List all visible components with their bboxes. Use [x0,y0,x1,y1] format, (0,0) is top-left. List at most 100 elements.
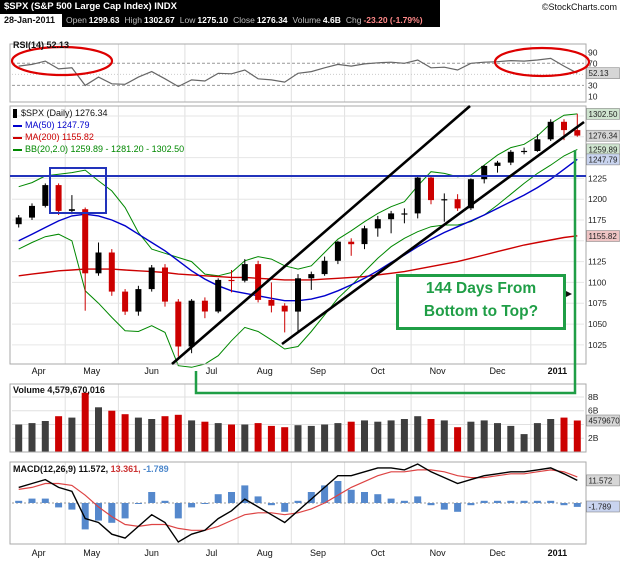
volume-bar [241,424,249,452]
volume-bar [188,420,196,452]
candle-body [162,267,168,302]
macd-histogram-bar [321,485,329,503]
volume-axis-label: 8B [588,392,599,402]
candle-body [201,300,208,312]
macd-histogram-bar [174,503,182,519]
candle-body [574,130,581,136]
x-axis-label: Dec [490,366,507,376]
x-axis-label: Nov [430,366,447,376]
open-label: Open [66,15,87,25]
macd-histogram-bar [573,503,581,507]
candle-body [534,139,541,151]
macd-histogram-bar [400,500,408,503]
macd-histogram-bar [108,503,116,523]
volume-bar [560,417,568,452]
price-axis-label: 1125 [588,257,607,267]
macd-histogram-bar [414,496,422,503]
x-axis-label: Jul [206,366,218,376]
candle-body [228,279,235,282]
candle-body [122,291,129,312]
macd-histogram-bar [520,500,528,503]
ohlc-bar: Open 1299.63 High 1302.67 Low 1275.10 Close 127… [62,14,440,27]
volume-bar [254,423,262,452]
volume-bar [374,421,382,452]
volume-bar [387,420,395,452]
macd-histogram-bar [15,500,23,503]
macd-histogram-bar [560,503,568,506]
volume-axis-label: 2B [588,433,599,443]
candle-body [42,185,49,206]
volume-bar [361,420,368,452]
volume-bar [121,414,129,452]
low-label: Low [179,15,196,25]
volume-bar [228,424,235,452]
macd-histogram-bar [334,481,342,503]
candle-body [281,305,288,312]
macd-signal-value: 13.361, [110,464,141,474]
price-axis-label: 1225 [588,173,607,183]
volume-bar [281,427,289,452]
macd-histogram-bar [507,500,515,503]
macd-histogram-bar [68,503,76,510]
macd-signal-line [18,469,578,531]
price-value-tag: 1155.82 [589,232,618,241]
macd-histogram-bar [547,500,555,503]
volume-bar [321,424,329,452]
volume-bar [307,425,315,452]
x-axis-label: Nov [430,548,447,558]
volume-bar [95,407,102,452]
copyright-link[interactable]: ©StockCharts.com [541,2,617,12]
candle-body [414,177,421,214]
macd-histogram-bar [148,492,156,503]
macd-histogram-bar [387,498,395,503]
panel-border [9,105,587,365]
annotation-line2: Bottom to Top? [423,303,539,320]
volume-label: Volume [292,15,321,25]
macd-histogram-bar [427,503,435,506]
candle-body [348,241,355,245]
volume-bar [134,417,142,452]
price-legend: $SPX (Daily) 1276.34 MA(50) 1247.79 MA(2… [13,107,184,155]
x-axis-label: Sep [310,548,326,558]
volume-bar [148,419,156,452]
candle-body [148,267,155,290]
panel-border [9,383,587,453]
macd-histogram-bar [214,494,222,503]
candle-body [467,179,474,209]
candle-body [507,151,514,163]
volume-bar [201,421,209,452]
volume-bar [547,419,555,452]
chg-value: -23.20 (-1.79%) [363,15,423,25]
macd-histogram-bar [161,500,169,503]
macd-histogram-bar [533,500,541,503]
macd-histogram-bar [374,494,382,503]
consolidation-box [49,167,107,214]
open-value: 1299.63 [88,15,120,25]
bollinger-swatch-icon [13,148,22,151]
macd-histogram-bar [228,492,235,503]
volume-bar [520,434,528,452]
volume-bar [573,420,581,452]
macd-histogram-bar [347,489,355,503]
rsi-axis-label: 10 [588,91,598,101]
legend-bb: BB(20,2.0) 1259.89 - 1281.20 - 1302.50 [25,144,185,154]
price-value-tag: 1302.50 [589,110,618,119]
x-axis-label: Apr [32,366,46,376]
legend-ma200: MA(200) 1155.82 [25,132,94,142]
macd-histogram-bar [454,503,462,512]
volume-bar [480,420,488,452]
volume-bar [400,419,408,452]
candle-body [441,199,448,201]
panel-border [9,461,587,545]
trend-channel-line-2 [281,120,585,346]
macd-histogram-bar [28,498,36,503]
candle-body [295,278,301,312]
volume-bar [414,416,422,452]
volume-bar [174,414,182,452]
candle-body [188,300,195,347]
candle-body [401,213,408,215]
macd-histogram-bar [95,503,102,521]
price-value-tag: 1259.89 [589,145,618,154]
volume-bar [427,419,435,452]
x-axis-label: Oct [371,548,386,558]
